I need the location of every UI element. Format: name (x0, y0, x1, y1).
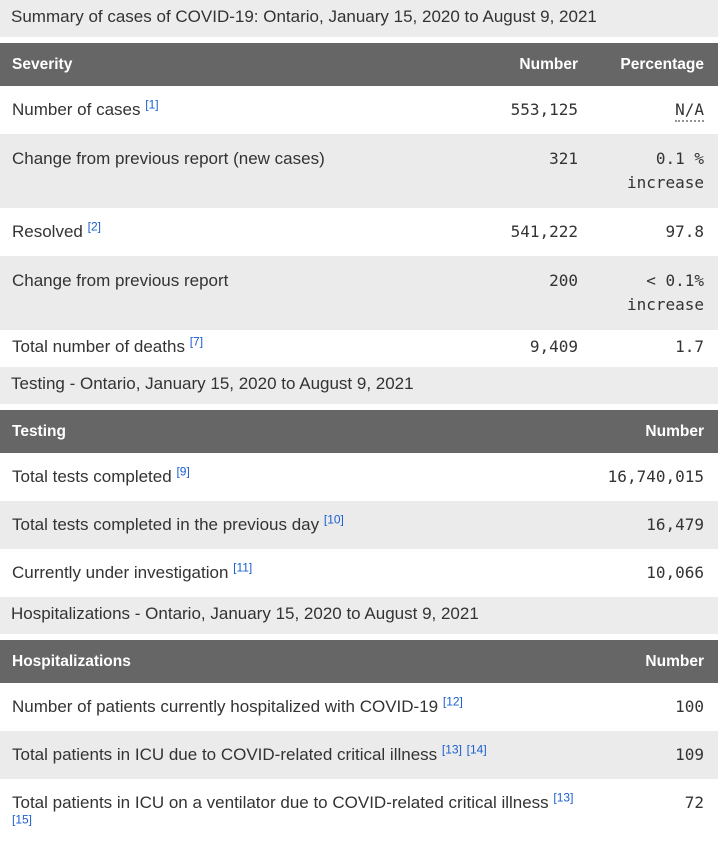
column-header-severity: Severity (0, 43, 468, 86)
row-label: Total patients in ICU due to COVID-relat… (12, 745, 438, 764)
footnote-ref[interactable]: [1] (145, 97, 159, 112)
row-label: Resolved (12, 222, 83, 241)
percentage-cell: 1.7 (580, 330, 718, 367)
row-label: Total tests completed (12, 467, 172, 486)
column-header-percentage: Percentage (580, 43, 718, 86)
footnote-ref[interactable]: [7] (189, 334, 204, 349)
percentage-direction: increase (626, 173, 704, 192)
table-row-change-new-cases: Change from previous report (new cases) … (0, 134, 718, 208)
number-cell: 200 (468, 256, 580, 330)
number-cell: 72 (590, 779, 718, 849)
testing-table: Testing Number Total tests completed [9]… (0, 410, 718, 597)
table-row-under-investigation: Currently under investigation [11] 10,06… (0, 549, 718, 597)
footnote-ref[interactable]: [11] (233, 560, 253, 575)
table-row-icu-ventilator: Total patients in ICU on a ventilator du… (0, 779, 718, 849)
column-header-testing: Testing (0, 410, 590, 453)
column-header-number: Number (590, 410, 718, 453)
percentage-value: 0.1 % (655, 149, 704, 168)
column-header-number: Number (590, 640, 718, 683)
table-row-icu: Total patients in ICU due to COVID-relat… (0, 731, 718, 779)
number-cell: 10,066 (590, 549, 718, 597)
footnote-ref[interactable]: [2] (87, 219, 101, 234)
testing-header-row: Testing Number (0, 410, 718, 453)
number-cell: 109 (590, 731, 718, 779)
number-cell: 553,125 (468, 86, 580, 134)
row-label: Total patients in ICU on a ventilator du… (12, 793, 549, 812)
testing-table-caption: Testing - Ontario, January 15, 2020 to A… (0, 367, 718, 404)
row-label: Number of cases (12, 100, 141, 119)
footnote-ref[interactable]: [15] (12, 812, 33, 827)
column-header-hospitalizations: Hospitalizations (0, 640, 590, 683)
table-row-total-tests: Total tests completed [9] 16,740,015 (0, 453, 718, 501)
row-label: Change from previous report (12, 271, 229, 290)
footnote-ref[interactable]: [13] (553, 790, 574, 805)
row-label: Total tests completed in the previous da… (12, 515, 320, 534)
severity-header-row: Severity Number Percentage (0, 43, 718, 86)
table-row-currently-hospitalized: Number of patients currently hospitalize… (0, 683, 718, 731)
number-cell: 100 (590, 683, 718, 731)
row-label: Currently under investigation (12, 563, 229, 582)
severity-table: Severity Number Percentage Number of cas… (0, 43, 718, 367)
hospitalizations-header-row: Hospitalizations Number (0, 640, 718, 683)
hospitalizations-table-caption: Hospitalizations - Ontario, January 15, … (0, 597, 718, 634)
footnote-ref[interactable]: [12] (442, 694, 463, 709)
footnote-ref[interactable]: [14] (466, 742, 487, 757)
footnote-ref[interactable]: [13] (441, 742, 462, 757)
table-row-resolved: Resolved [2] 541,222 97.8 (0, 208, 718, 256)
footnote-ref[interactable]: [9] (176, 464, 190, 479)
footnote-ref[interactable]: [10] (323, 512, 344, 527)
row-label: Change from previous report (new cases) (12, 149, 325, 168)
table-row-change-previous-report: Change from previous report 200 < 0.1% i… (0, 256, 718, 330)
severity-table-caption: Summary of cases of COVID-19: Ontario, J… (0, 0, 718, 37)
number-cell: 321 (468, 134, 580, 208)
hospitalizations-table: Hospitalizations Number Number of patien… (0, 640, 718, 849)
table-row-tests-previous-day: Total tests completed in the previous da… (0, 501, 718, 549)
percentage-direction: increase (626, 295, 704, 314)
percentage-cell: 97.8 (580, 208, 718, 256)
column-header-number: Number (468, 43, 580, 86)
number-cell: 541,222 (468, 208, 580, 256)
table-row-number-of-cases: Number of cases [1] 553,125 N/A (0, 86, 718, 134)
na-abbreviation: N/A (675, 100, 704, 122)
number-cell: 16,479 (590, 501, 718, 549)
row-label: Number of patients currently hospitalize… (12, 697, 439, 716)
table-row-total-deaths: Total number of deaths [7] 9,409 1.7 (0, 330, 718, 367)
number-cell: 16,740,015 (590, 453, 718, 501)
row-label: Total number of deaths (12, 337, 185, 356)
percentage-value: < 0.1% (646, 271, 704, 290)
number-cell: 9,409 (468, 330, 580, 367)
